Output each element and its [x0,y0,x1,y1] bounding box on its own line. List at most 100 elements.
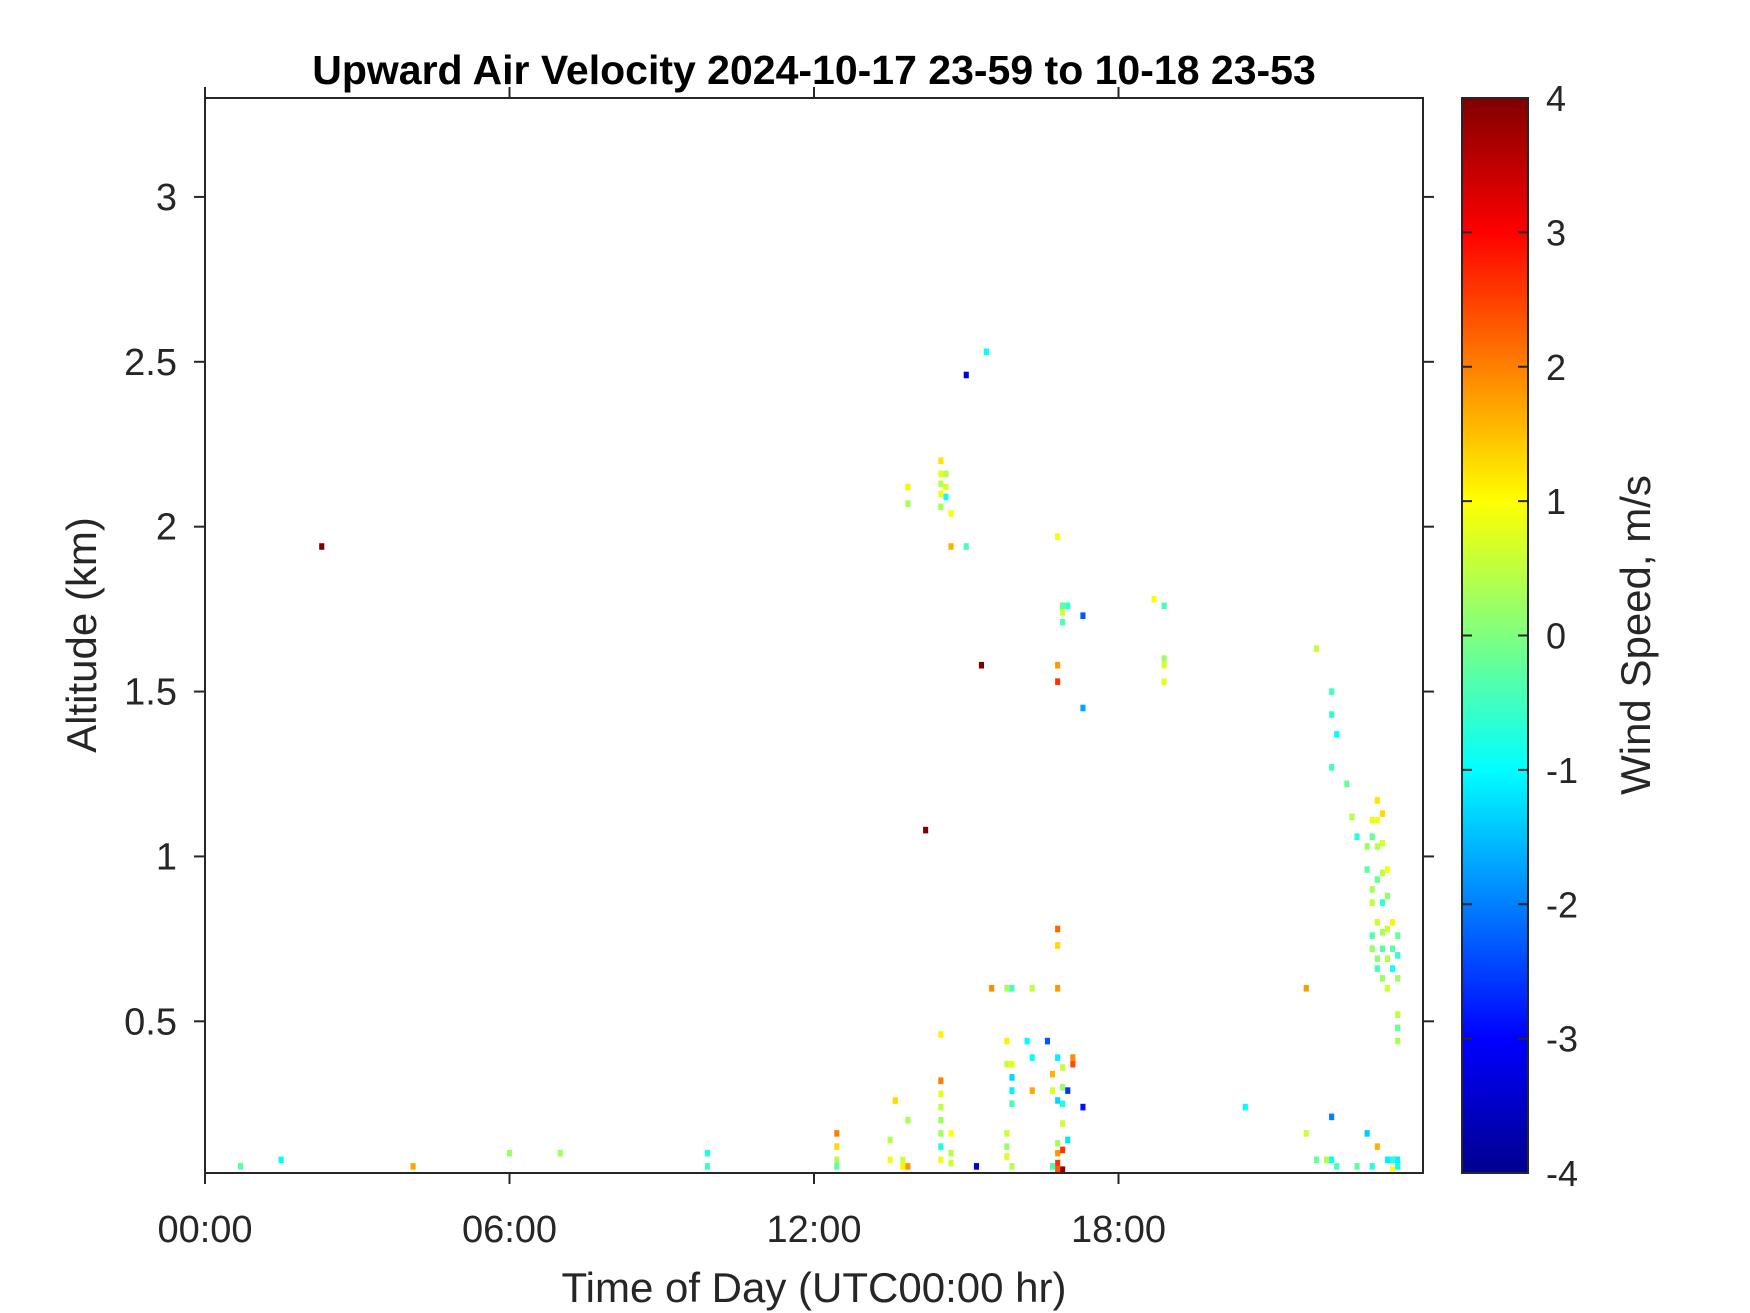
data-cell [1329,764,1335,771]
data-cell [1369,899,1375,906]
data-cell [507,1149,513,1157]
data-cell [278,1156,284,1164]
data-cell [1055,1149,1061,1157]
data-cell [1004,1143,1010,1150]
data-cell [923,826,929,834]
data-cell [1055,942,1061,949]
data-cell [1374,843,1380,850]
data-cell [1390,965,1396,972]
data-cell [1060,1120,1066,1127]
colorbar-tick-label: -1 [1546,750,1578,791]
data-cell [1354,833,1360,840]
data-cell [834,1143,840,1150]
data-cell [978,661,984,669]
data-cell [1390,919,1396,926]
colorbar-tick-label: 4 [1546,78,1566,119]
data-cell [1384,955,1390,962]
data-cell [1303,1130,1309,1137]
data-cell [948,543,954,550]
data-cell [1050,1070,1056,1078]
data-cell [1009,1100,1015,1108]
data-cell [948,1159,954,1167]
data-cell [410,1163,416,1170]
data-cell [1364,1130,1370,1137]
y-tick-label: 2.5 [124,342,177,384]
data-cell [1369,945,1375,953]
data-cell [1374,965,1380,972]
data-cell [704,1163,710,1170]
data-cell [1055,661,1061,669]
data-cell [887,1136,893,1144]
data-cell [938,1031,944,1038]
data-cell [948,1149,954,1157]
data-cell [938,470,944,478]
data-cell [1395,1037,1401,1045]
data-cell [1055,533,1061,540]
data-cell [1384,985,1390,992]
data-cell [1070,1054,1076,1061]
data-cell [887,1156,893,1164]
data-cell [1060,1146,1066,1154]
data-cell [704,1149,710,1157]
data-cell [1060,1166,1066,1173]
data-cell [1060,1064,1066,1071]
colorbar-tick-label: 0 [1546,616,1566,657]
data-cell [1369,932,1375,939]
data-cell [1329,688,1335,695]
data-cell [938,1143,944,1150]
data-cell [1384,892,1390,900]
data-cell [1374,1143,1380,1150]
data-cell [1334,1163,1340,1170]
colorbar-tick-label: 2 [1546,347,1566,388]
data-cell [938,1077,944,1084]
data-cell [905,483,911,491]
data-cell [1055,678,1061,685]
data-cell [1374,797,1380,804]
colorbar-ticks: 4 3 2 1 0 -1 -2 -3 -4 [1462,78,1578,1194]
data-cell [1369,1163,1375,1170]
data-cell [1313,645,1319,652]
data-cell [948,510,954,517]
data-cell [1055,985,1061,992]
data-cell [1329,711,1335,718]
data-cell [1065,602,1071,610]
data-cell [1070,1060,1076,1068]
data-cell [943,470,949,478]
colorbar-tick-label: -3 [1546,1019,1578,1060]
data-cell [905,1116,911,1124]
data-cell [1379,975,1385,982]
data-cell [1303,985,1309,992]
data-cell [938,1103,944,1111]
data-cell [1379,899,1385,906]
data-cell [1364,866,1370,873]
data-cell [238,1163,244,1170]
data-cell [1055,1166,1061,1173]
y-tick-label: 1.5 [124,672,177,714]
colorbar-tick-label: 3 [1546,212,1566,253]
data-cell [1161,678,1167,685]
data-cell [1055,1140,1061,1147]
data-cell [1395,1011,1401,1018]
data-cell [319,543,325,550]
data-cell [1009,1074,1015,1081]
x-axis-label: Time of Day (UTC00:00 hr) [562,1264,1067,1311]
data-cell [938,480,944,488]
x-tick-label: 06:00 [462,1209,557,1251]
data-cell [1065,1136,1071,1144]
colorbar-tick-label: 1 [1546,481,1566,522]
data-cell [1374,919,1380,926]
data-cell [1390,1156,1396,1164]
data-cell [1390,1166,1396,1173]
data-cell [1384,866,1390,873]
data-cell [1395,1156,1401,1164]
y-tick-label: 0.5 [124,1001,177,1043]
data-cell [1364,843,1370,850]
data-cell [1055,925,1061,933]
data-cell [1004,1130,1010,1137]
data-cell [984,348,990,356]
data-cell [1369,833,1375,840]
data-cell [900,1163,906,1170]
data-cell [973,1163,979,1170]
data-cell [1009,1163,1015,1170]
data-cell [1060,619,1066,626]
